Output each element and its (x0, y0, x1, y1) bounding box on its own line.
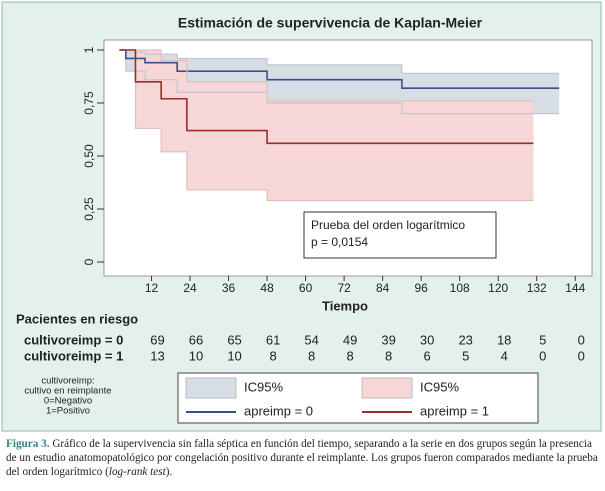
x-tick-label: 108 (450, 281, 470, 295)
risk-value: 54 (304, 332, 318, 347)
survival-curve (119, 49, 534, 145)
caption-italic: log-rank test (108, 466, 166, 478)
risk-value: 4 (501, 348, 508, 363)
risk-value: 5 (539, 332, 546, 347)
y-tick-label: 0 (82, 258, 96, 265)
risk-row-label: cultivoreimp = 1 (24, 348, 123, 363)
x-tick-label: 36 (222, 281, 236, 295)
risk-value: 10 (189, 348, 203, 363)
x-tick-label: 132 (527, 281, 547, 295)
x-tick-label: 120 (488, 281, 508, 295)
plot (119, 49, 560, 202)
risk-value: 23 (458, 332, 472, 347)
risk-value: 18 (497, 332, 511, 347)
x-tick-label: 60 (299, 281, 313, 295)
legend (177, 372, 539, 424)
caption: Figura 3. Gráfico de la supervivencia si… (6, 437, 598, 479)
y-tick-label: 1 (82, 46, 96, 53)
risk-value: 13 (150, 348, 164, 363)
legend-band-swatch (185, 377, 237, 399)
note-line: cultivoreimp: (41, 376, 94, 387)
annotation-box (303, 211, 497, 259)
risk-value: 39 (381, 332, 395, 347)
x-tick-label: 48 (260, 281, 274, 295)
x-tick-label: 72 (337, 281, 351, 295)
risk-value: 49 (343, 332, 357, 347)
risk-value: 6 (424, 348, 431, 363)
risk-title: Pacientes en riesgo (16, 311, 138, 326)
ci-lower (119, 49, 534, 202)
risk-value: 8 (269, 348, 276, 363)
legend-band-label: IC95% (420, 379, 459, 394)
y-tick-label: 0,25 (82, 197, 96, 221)
ci-upper (119, 49, 534, 102)
legend-band-swatch (361, 377, 413, 399)
survival-curve (119, 49, 560, 89)
note-line: cultivo en reimplante (24, 386, 111, 397)
x-tick-label: 96 (414, 281, 428, 295)
ci-band (186, 81, 268, 190)
note-line: 0=Negativo (44, 396, 92, 407)
ci-band (267, 100, 534, 201)
caption-text: Gráfico de la supervivencia sin falla sé… (6, 438, 598, 478)
risk-value: 8 (308, 348, 315, 363)
annotation: Prueba del orden logarítmico (311, 218, 465, 232)
caption-label: Figura 3. (6, 438, 50, 450)
risk-value: 0 (578, 348, 585, 363)
risk-value: 5 (462, 348, 469, 363)
legend-label: apreimp = 1 (420, 403, 489, 418)
x-axis-label: Tiempo (322, 298, 368, 313)
legend-label: apreimp = 0 (244, 403, 313, 418)
x-tick-label: 144 (565, 281, 585, 295)
risk-value: 0 (539, 348, 546, 363)
annotation: p = 0,0154 (311, 235, 368, 249)
risk-row-label: cultivoreimp = 0 (24, 332, 123, 347)
risk-value: 8 (347, 348, 354, 363)
risk-value: 61 (266, 332, 280, 347)
risk-value: 10 (227, 348, 241, 363)
note-line: 1=Positivo (46, 406, 90, 417)
y-tick-label: 0,50 (82, 144, 96, 168)
risk-value: 0 (578, 332, 585, 347)
note: cultivoreimp:cultivo en reimplante0=Nega… (24, 376, 111, 417)
chart-title: Estimación de supervivencia de Kaplan-Me… (178, 15, 483, 31)
ci-band (267, 64, 402, 103)
risk-value: 66 (189, 332, 203, 347)
risk-value: 8 (385, 348, 392, 363)
y-tick-label: 0,75 (82, 91, 96, 115)
caption-end: ). (165, 466, 173, 478)
ci-lower (119, 49, 560, 115)
risk-value: 65 (227, 332, 241, 347)
ci-band (161, 60, 187, 152)
risk-value: 69 (150, 332, 164, 347)
risk-value: 30 (420, 332, 434, 347)
x-tick-label: 24 (183, 281, 197, 295)
legend-band-label: IC95% (244, 379, 283, 394)
legend-items: IC95% apreimp = 0 IC95% apreimp = 1 (185, 377, 489, 418)
x-tick-label: 84 (376, 281, 390, 295)
chart: Estimación de supervivencia de Kaplan-Me… (1, 1, 602, 432)
ci-band (135, 50, 162, 129)
x-tick-label: 12 (145, 281, 159, 295)
